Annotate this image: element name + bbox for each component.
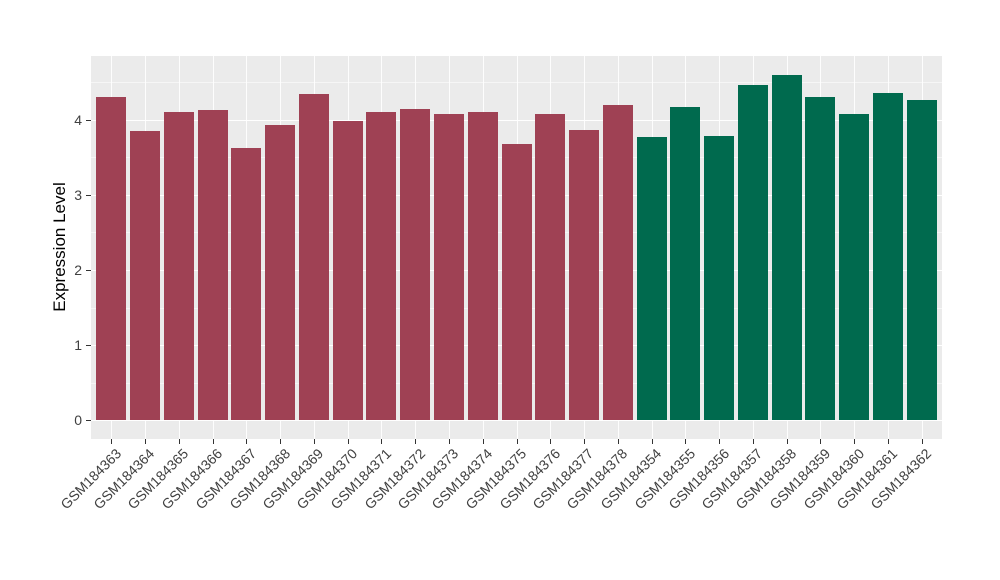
x-tick-mark (145, 439, 147, 444)
bar-GSM184365 (163, 111, 194, 421)
y-tick-label: 4 (74, 111, 82, 128)
y-axis-title: Expression Level (50, 182, 69, 312)
y-tick-mark (86, 270, 91, 272)
x-tick-mark (651, 439, 653, 444)
bar-GSM184360 (839, 113, 870, 421)
bar-GSM184376 (535, 113, 566, 421)
bar-GSM184368 (265, 125, 296, 421)
bar-GSM184358 (771, 74, 802, 421)
bar-GSM184364 (130, 131, 161, 421)
x-tick-mark (347, 439, 349, 444)
x-tick-mark (752, 439, 754, 444)
x-tick-mark (280, 439, 282, 444)
x-tick-mark (448, 439, 450, 444)
bar-GSM184356 (704, 136, 735, 421)
x-tick-mark (313, 439, 315, 444)
bar-GSM184375 (501, 143, 532, 421)
bar-GSM184361 (872, 92, 903, 421)
bar-GSM184355 (670, 107, 701, 421)
y-tick-mark (86, 194, 91, 196)
bar-GSM184372 (400, 108, 431, 421)
x-tick-mark (550, 439, 552, 444)
x-tick-mark (820, 439, 822, 444)
x-tick-mark (482, 439, 484, 444)
bar-GSM184374 (467, 111, 498, 421)
x-tick-mark (246, 439, 248, 444)
bar-GSM184378 (602, 104, 633, 421)
bar-GSM184359 (805, 96, 836, 421)
x-tick-mark (178, 439, 180, 444)
y-tick-mark (86, 345, 91, 347)
y-tick-label: 2 (74, 262, 82, 279)
x-tick-mark (786, 439, 788, 444)
plot-panel (91, 56, 942, 439)
x-tick-mark (617, 439, 619, 444)
y-tick-mark (86, 119, 91, 121)
bar-GSM184363 (96, 96, 127, 421)
x-tick-mark (685, 439, 687, 444)
x-tick-mark (212, 439, 214, 444)
bar-GSM184369 (298, 93, 329, 421)
y-tick-label: 3 (74, 186, 82, 203)
x-tick-mark (584, 439, 586, 444)
y-tick-label: 0 (74, 412, 82, 429)
x-tick-mark (111, 439, 113, 444)
bar-GSM184371 (366, 112, 397, 421)
x-tick-mark (921, 439, 923, 444)
bar-GSM184357 (737, 84, 768, 421)
y-tick-mark (86, 420, 91, 422)
x-tick-mark (516, 439, 518, 444)
x-tick-mark (854, 439, 856, 444)
x-tick-mark (415, 439, 417, 444)
bar-GSM184370 (332, 121, 363, 421)
bar-GSM184377 (569, 130, 600, 421)
bar-GSM184362 (906, 100, 937, 421)
bar-GSM184367 (231, 148, 262, 421)
x-tick-mark (381, 439, 383, 444)
bar-GSM184354 (636, 137, 667, 421)
x-tick-mark (887, 439, 889, 444)
y-tick-label: 1 (74, 337, 82, 354)
bar-GSM184366 (197, 110, 228, 421)
x-tick-mark (719, 439, 721, 444)
bar-GSM184373 (433, 113, 464, 421)
